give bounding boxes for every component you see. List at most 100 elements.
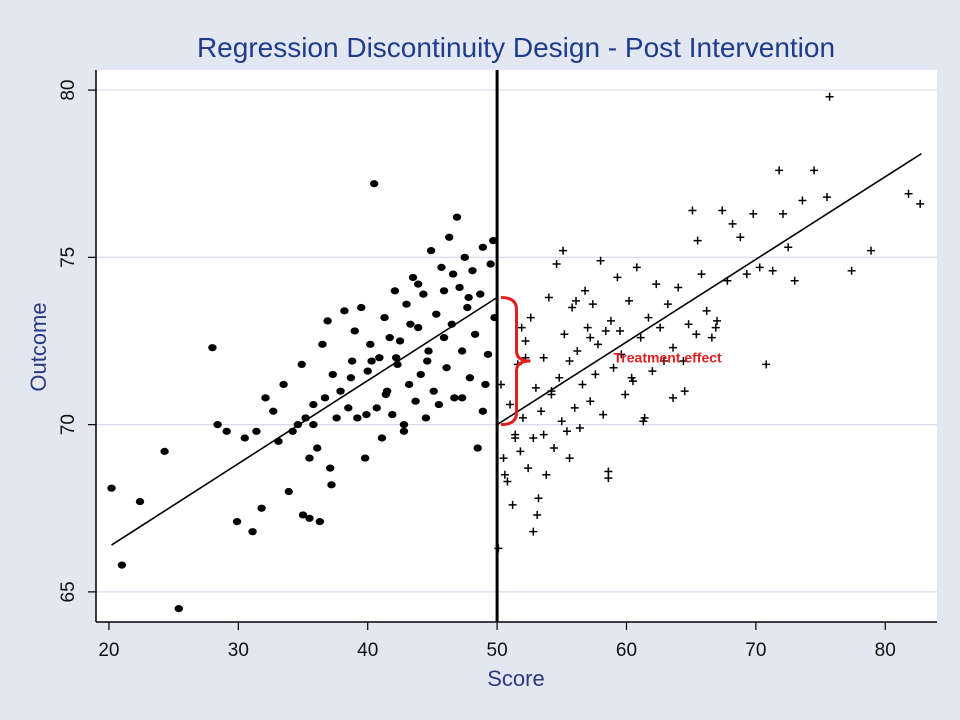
data-point-dot-36: [350, 327, 359, 335]
data-point-dot-38: [357, 303, 366, 312]
data-point-dot-90: [362, 410, 371, 419]
data-point-plus-25: [560, 330, 569, 339]
y-tick-label-70: 70: [58, 414, 79, 435]
data-point-dot-96: [478, 407, 488, 415]
data-point-plus-55: [652, 280, 661, 289]
data-point-plus-107: [680, 387, 689, 396]
data-point-plus-98: [669, 393, 678, 402]
data-point-dot-3: [160, 447, 169, 455]
data-point-plus-69: [718, 206, 727, 215]
data-point-dot-35: [347, 357, 357, 365]
fit-line-treatment: [496, 152, 922, 426]
data-point-dot-105: [413, 280, 423, 288]
data-point-plus-109: [559, 246, 568, 255]
data-point-dot-15: [279, 380, 288, 389]
data-point-plus-84: [823, 193, 832, 202]
data-point-dot-82: [476, 290, 485, 298]
data-point-dot-68: [439, 334, 449, 342]
data-point-dot-91: [399, 421, 409, 429]
data-point-plus-31: [575, 423, 584, 432]
data-point-dot-64: [429, 387, 438, 395]
data-point-dot-28: [323, 317, 332, 325]
data-point-dot-52: [395, 337, 405, 345]
data-point-dot-85: [483, 350, 493, 358]
data-point-dot-78: [465, 374, 475, 382]
data-point-plus-3: [503, 477, 512, 486]
data-point-dot-37: [353, 414, 362, 422]
data-point-plus-93: [511, 434, 520, 442]
data-point-dot-30: [328, 370, 337, 379]
data-point-dot-93: [327, 481, 336, 489]
data-point-plus-68: [713, 316, 722, 325]
data-point-plus-30: [573, 347, 582, 356]
data-point-dot-11: [257, 504, 266, 512]
data-point-plus-24: [557, 417, 566, 426]
data-point-plus-38: [594, 340, 603, 349]
data-point-dot-41: [366, 340, 375, 348]
data-point-plus-106: [616, 326, 625, 335]
data-point-plus-61: [679, 357, 688, 366]
data-point-dot-49: [388, 410, 397, 419]
data-point-plus-65: [697, 270, 706, 279]
x-tick-label-80: 80: [875, 640, 896, 661]
data-point-plus-12: [526, 313, 535, 322]
data-point-dot-80: [470, 330, 480, 338]
data-point-plus-15: [534, 494, 543, 503]
data-point-plus-102: [639, 417, 648, 426]
data-point-plus-13: [529, 434, 538, 442]
data-point-plus-78: [775, 166, 784, 175]
data-point-plus-40: [599, 410, 608, 419]
data-point-dot-66: [434, 400, 444, 409]
axes: [88, 70, 937, 630]
data-point-plus-14: [531, 383, 540, 392]
data-point-dot-98: [423, 357, 432, 365]
data-point-plus-95: [565, 454, 574, 463]
data-point-dot-53: [399, 427, 409, 435]
data-point-dot-51: [393, 360, 402, 368]
data-point-dot-71: [447, 320, 457, 328]
data-point-plus-76: [762, 360, 771, 369]
data-point-dot-17: [288, 427, 297, 435]
data-point-plus-86: [847, 266, 856, 275]
data-point-dot-4: [174, 605, 184, 613]
data-point-dot-74: [455, 283, 464, 292]
data-point-dot-76: [460, 253, 469, 261]
data-point-dot-55: [404, 380, 414, 389]
data-point-plus-80: [784, 243, 793, 252]
data-point-dot-97: [240, 434, 249, 442]
data-point-dot-20: [298, 511, 308, 519]
data-point-plus-2: [499, 454, 508, 463]
data-point-plus-8: [516, 447, 525, 456]
data-point-plus-60: [674, 283, 683, 292]
data-point-dot-63: [426, 247, 436, 255]
data-point-plus-81: [790, 276, 799, 285]
data-point-dot-92: [457, 394, 467, 402]
data-point-plus-90: [529, 527, 538, 536]
data-point-plus-44: [609, 363, 618, 372]
data-point-plus-96: [586, 333, 595, 342]
data-point-dot-89: [305, 514, 314, 522]
data-point-plus-91: [533, 510, 542, 519]
data-point-dot-24: [313, 444, 322, 452]
data-point-dot-43: [372, 404, 381, 412]
chart-title: Regression Discontinuity Design - Post I…: [197, 32, 835, 63]
data-point-dot-62: [424, 347, 433, 355]
data-point-dot-2: [135, 497, 145, 506]
data-point-plus-28: [568, 303, 577, 312]
data-point-plus-83: [810, 166, 819, 175]
data-point-plus-59: [669, 343, 678, 352]
data-point-plus-105: [539, 430, 548, 439]
data-point-plus-47: [621, 390, 630, 399]
data-point-plus-64: [692, 330, 701, 339]
data-point-plus-70: [723, 276, 732, 285]
data-point-dot-39: [360, 454, 370, 462]
data-point-dot-58: [413, 324, 423, 332]
y-tick-label-80: 80: [58, 80, 79, 101]
data-point-dot-46: [380, 313, 389, 322]
data-point-dot-1: [117, 561, 127, 569]
data-point-plus-4: [506, 400, 515, 409]
data-point-plus-57: [659, 357, 668, 366]
data-point-plus-54: [648, 367, 657, 376]
data-point-plus-51: [636, 333, 645, 342]
data-point-dot-50: [390, 287, 400, 295]
